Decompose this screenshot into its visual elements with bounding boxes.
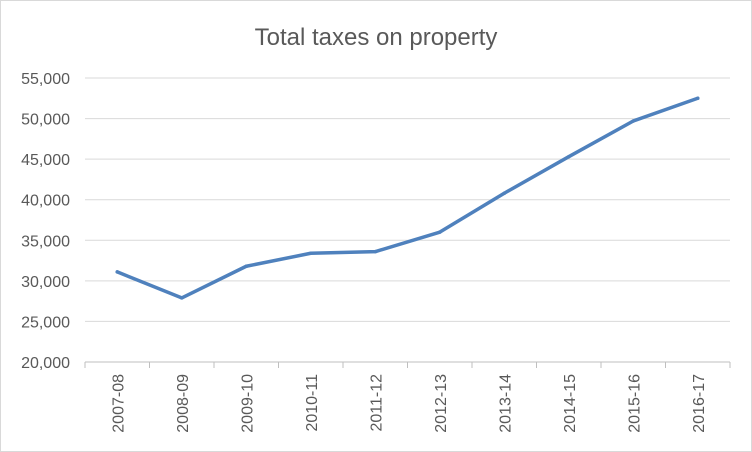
data-point bbox=[244, 264, 248, 269]
x-tick-label: 2014-15 bbox=[562, 374, 579, 433]
series bbox=[115, 96, 700, 300]
y-tick-label: 30,000 bbox=[21, 274, 70, 291]
chart-title: Total taxes on property bbox=[255, 24, 498, 51]
y-tick-label: 40,000 bbox=[21, 193, 70, 210]
y-tick-label: 55,000 bbox=[21, 71, 70, 88]
data-point bbox=[631, 119, 635, 123]
gridlines bbox=[85, 77, 730, 322]
y-tick-label: 50,000 bbox=[21, 112, 70, 129]
data-point bbox=[502, 191, 506, 195]
data-point bbox=[373, 249, 377, 254]
x-tick-label: 2015-16 bbox=[626, 374, 643, 433]
data-point bbox=[438, 230, 442, 234]
y-tick-label: 35,000 bbox=[21, 233, 70, 250]
x-tick-label: 2007-08 bbox=[110, 374, 127, 433]
x-tick-label: 2011-12 bbox=[368, 374, 385, 432]
x-axis-tick-labels: 2007-08 2008-09 2009-10 2010-11 2011-12 2012-… bbox=[110, 374, 708, 433]
x-tick-label: 2009-10 bbox=[239, 374, 256, 433]
data-point bbox=[567, 154, 571, 159]
x-tick-label: 2008-09 bbox=[175, 374, 192, 433]
x-tick-label: 2010-11 bbox=[304, 374, 321, 432]
y-tick-label: 25,000 bbox=[21, 314, 70, 331]
y-tick-label: 20,000 bbox=[21, 355, 70, 372]
x-tick-label: 2016-17 bbox=[691, 374, 708, 433]
y-tick-label: 45,000 bbox=[21, 152, 70, 169]
series-line bbox=[115, 96, 700, 300]
data-point bbox=[696, 96, 700, 101]
data-point bbox=[309, 251, 313, 256]
x-tick-label: 2012-13 bbox=[433, 374, 450, 433]
y-axis-tick-labels: 20,000 25,000 30,000 35,000 40,000 45,000 50,0… bbox=[21, 71, 70, 372]
data-point bbox=[180, 296, 184, 300]
x-tick-label: 2013-14 bbox=[497, 374, 514, 433]
x-axis bbox=[84, 361, 731, 368]
data-point bbox=[115, 270, 119, 274]
